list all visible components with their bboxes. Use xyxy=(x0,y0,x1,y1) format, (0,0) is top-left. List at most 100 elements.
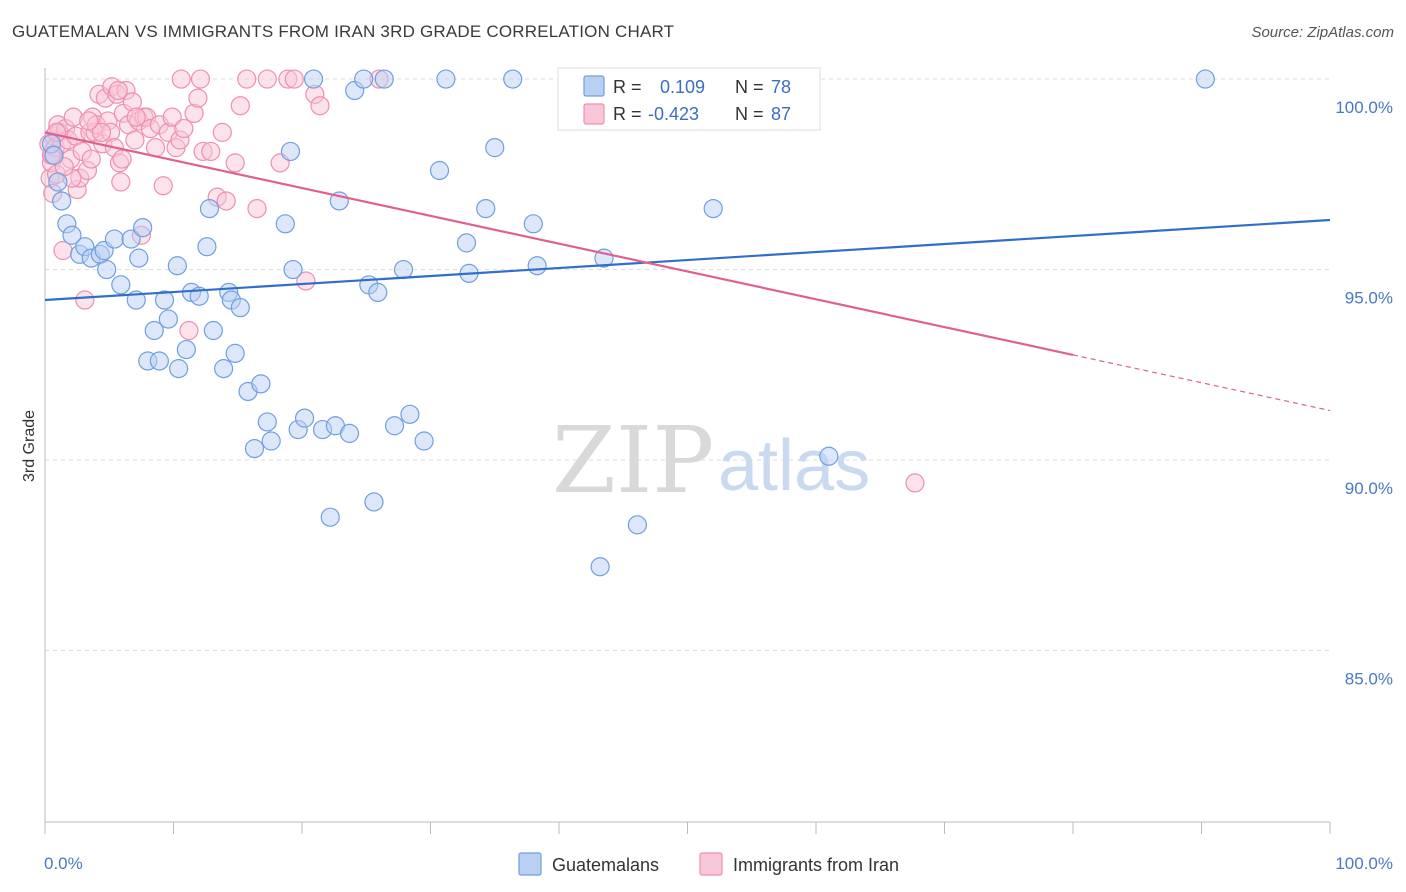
y-tick-label-1: 90.0% xyxy=(1345,479,1393,498)
point-guatemalans-11 xyxy=(97,259,117,280)
point-guatemalans-12 xyxy=(104,229,124,249)
point-guatemalans-23 xyxy=(167,256,187,276)
point-iran-85 xyxy=(190,69,211,89)
point-iran-75 xyxy=(171,69,191,89)
point-guatemalans-74 xyxy=(703,198,723,219)
point-guatemalans-64 xyxy=(456,233,477,253)
point-guatemalans-43 xyxy=(283,259,303,280)
point-iran-61 xyxy=(216,191,236,211)
trend-iran xyxy=(44,131,1074,356)
point-guatemalans-29 xyxy=(199,198,220,219)
point-iran-66 xyxy=(257,69,277,89)
x-tick-label-0: 0.0% xyxy=(44,854,83,873)
point-guatemalans-30 xyxy=(203,320,223,341)
point-guatemalans-55 xyxy=(364,492,384,512)
point-guatemalans-22 xyxy=(158,309,178,329)
point-guatemalans-16 xyxy=(129,248,149,268)
point-guatemalans-46 xyxy=(303,69,324,89)
legend-series: Guatemalans Immigrants from Iran xyxy=(518,852,899,876)
point-iran-77 xyxy=(112,149,132,169)
point-iran-74 xyxy=(905,473,925,493)
point-iran-64 xyxy=(237,69,257,89)
bottom-legend-swatch-iran xyxy=(699,852,723,876)
point-guatemalans-67 xyxy=(485,138,505,158)
y-tick-label-3: 100.0% xyxy=(1335,98,1393,117)
point-guatemalans-68 xyxy=(503,69,523,89)
point-iran-60 xyxy=(212,122,232,142)
point-iran-50 xyxy=(162,107,182,127)
point-guatemalans-13 xyxy=(111,275,131,295)
point-guatemalans-71 xyxy=(590,557,610,577)
bottom-legend-swatch-guatemalans xyxy=(518,852,542,876)
legend-r-value-2: -0.423 xyxy=(648,104,699,124)
point-guatemalans-28 xyxy=(197,237,217,257)
point-iran-19 xyxy=(75,290,95,310)
chart-title: GUATEMALAN VS IMMIGRANTS FROM IRAN 3RD G… xyxy=(12,22,675,41)
point-guatemalans-34 xyxy=(225,343,245,363)
point-iran-58 xyxy=(201,141,221,162)
point-guatemalans-14 xyxy=(121,229,141,249)
point-guatemalans-42 xyxy=(280,141,301,162)
point-iran-79 xyxy=(79,111,99,131)
trend-iran-dashed xyxy=(1072,354,1331,412)
point-iran-48 xyxy=(153,176,173,196)
point-guatemalans-61 xyxy=(414,431,434,451)
legend-n-label-1: N = xyxy=(735,77,764,97)
point-guatemalans-53 xyxy=(354,69,374,89)
point-guatemalans-70 xyxy=(527,256,547,276)
point-iran-72 xyxy=(310,96,330,116)
point-iran-69 xyxy=(284,69,304,89)
y-axis-label: 3rd Grade xyxy=(21,410,38,482)
x-tick-label-1: 100.0% xyxy=(1335,854,1393,873)
point-iran-22 xyxy=(81,149,101,169)
tick-labels: 85.0% 90.0% 95.0% 100.0% 0.0% 100.0% xyxy=(44,98,1393,873)
point-iran-65 xyxy=(247,198,267,219)
legend-n-value-1: 78 xyxy=(771,77,791,97)
point-guatemalans-62 xyxy=(429,160,450,181)
point-iran-53 xyxy=(174,118,194,139)
point-guatemalans-38 xyxy=(251,374,271,394)
point-iran-40 xyxy=(125,130,145,150)
point-guatemalans-48 xyxy=(320,507,340,527)
point-iran-70 xyxy=(296,271,316,291)
point-guatemalans-35 xyxy=(230,298,250,318)
point-guatemalans-20 xyxy=(149,351,169,371)
y-tick-label-0: 85.0% xyxy=(1345,670,1393,689)
point-guatemalans-40 xyxy=(261,431,281,451)
legend-n-value-2: 87 xyxy=(771,104,791,124)
point-guatemalans-37 xyxy=(244,439,265,459)
legend-stats: R = 0.109 N = 78 R = -0.423 N = 87 xyxy=(557,67,821,131)
point-guatemalans-17 xyxy=(133,218,153,238)
point-guatemalans-59 xyxy=(393,259,414,280)
point-guatemalans-45 xyxy=(294,408,315,428)
legend-r-value-1: 0.109 xyxy=(660,77,705,97)
point-guatemalans-25 xyxy=(176,339,196,360)
legend-n-label-2: N = xyxy=(735,104,764,124)
point-guatemalans-76 xyxy=(819,446,839,466)
watermark-atlas: atlas xyxy=(718,426,870,506)
point-guatemalans-3 xyxy=(52,191,72,211)
point-guatemalans-60 xyxy=(400,404,420,424)
legend-r-label-2: R = xyxy=(613,104,642,124)
trend-guatemalans xyxy=(44,218,1331,302)
point-guatemalans-39 xyxy=(257,412,277,432)
point-guatemalans-69 xyxy=(523,214,543,234)
point-iran-54 xyxy=(179,320,199,341)
legend-swatch-guatemalans xyxy=(583,75,605,97)
point-guatemalans-1 xyxy=(44,145,64,165)
point-guatemalans-2 xyxy=(48,172,68,192)
point-guatemalans-57 xyxy=(374,69,394,89)
point-guatemalans-63 xyxy=(436,69,456,89)
watermark-zip: ZIP xyxy=(552,407,714,514)
point-guatemalans-41 xyxy=(275,214,295,234)
point-iran-63 xyxy=(230,96,250,116)
point-guatemalans-31 xyxy=(214,359,234,379)
point-guatemalans-19 xyxy=(144,320,164,341)
point-guatemalans-5 xyxy=(62,225,82,245)
point-guatemalans-58 xyxy=(384,416,405,436)
point-guatemalans-73 xyxy=(627,515,647,535)
legend-r-label-1: R = xyxy=(613,77,642,97)
point-guatemalans-51 xyxy=(339,423,360,443)
bottom-legend-iran: Immigrants from Iran xyxy=(733,855,899,875)
